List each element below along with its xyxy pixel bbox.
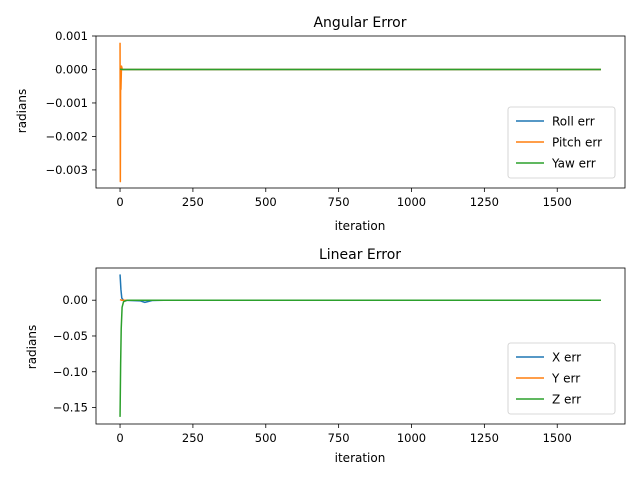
angular-ytick-label: −0.003 [45,163,88,177]
linear-legend-box [507,342,616,415]
angular-legend: Roll err Pitch err Yaw err [507,106,616,179]
linear-xtick-label: 250 [182,431,204,445]
angular-xtick-label: 1000 [397,195,426,209]
linear-legend-label-x-err: X err [552,351,581,365]
angular-xtick-label: 0 [116,195,123,209]
angular-xtick-label: 1500 [543,195,572,209]
angular-legend-label-roll-err: Roll err [552,115,595,129]
angular-legend-label-yaw-err: Yaw err [551,157,596,171]
angular-ytick-label: −0.001 [45,96,88,110]
linear-ytick-label: 0.00 [62,293,88,307]
angular-error-ylabel: radians [15,89,29,133]
angular-ytick-label: 0.001 [55,29,88,43]
angular-ytick-label: −0.002 [45,129,88,143]
linear-ytick-label: −0.10 [53,365,88,379]
linear-legend-label-z-err: Z err [552,393,581,407]
angular-xtick-label: 750 [328,195,350,209]
linear-error-chart: Linear Error iteration radians 0 250 500 75… [25,247,626,465]
linear-error-plot: 0 250 500 750 1000 1250 1500 −0.15 −0.10 −0.05 0.0… [53,267,626,445]
angular-axes-frame [95,35,626,189]
angular-error-xlabel: iteration [335,219,386,233]
linear-ytick-label: −0.05 [53,329,88,343]
angular-legend-label-pitch-err: Pitch err [552,136,602,150]
angular-error-chart: Angular Error iteration radians 0 250 500 7… [15,15,626,233]
linear-xtick-label: 1500 [543,431,572,445]
linear-error-title: Linear Error [319,247,401,263]
linear-legend-label-y-err: Y err [551,372,580,386]
linear-error-xlabel: iteration [335,451,386,465]
linear-ytick-label: −0.15 [53,401,88,415]
linear-xtick-label: 500 [255,431,277,445]
linear-error-ylabel: radians [25,325,39,369]
angular-ytick-label: 0.000 [55,62,88,76]
linear-xtick-label: 1250 [470,431,499,445]
angular-legend-box [507,106,616,179]
angular-xtick-label: 1250 [470,195,499,209]
linear-legend: X err Y err Z err [507,342,616,415]
linear-xtick-label: 750 [328,431,350,445]
angular-xtick-label: 250 [182,195,204,209]
linear-series-z-err [119,299,601,417]
linear-xtick-label: 1000 [397,431,426,445]
angular-xtick-label: 500 [255,195,277,209]
linear-axes-frame [95,267,626,425]
angular-error-title: Angular Error [313,15,406,31]
angular-error-plot: 0 250 500 750 1000 1250 1500 −0.003 −0.002 −0.001… [45,29,626,209]
linear-xtick-label: 0 [116,431,123,445]
